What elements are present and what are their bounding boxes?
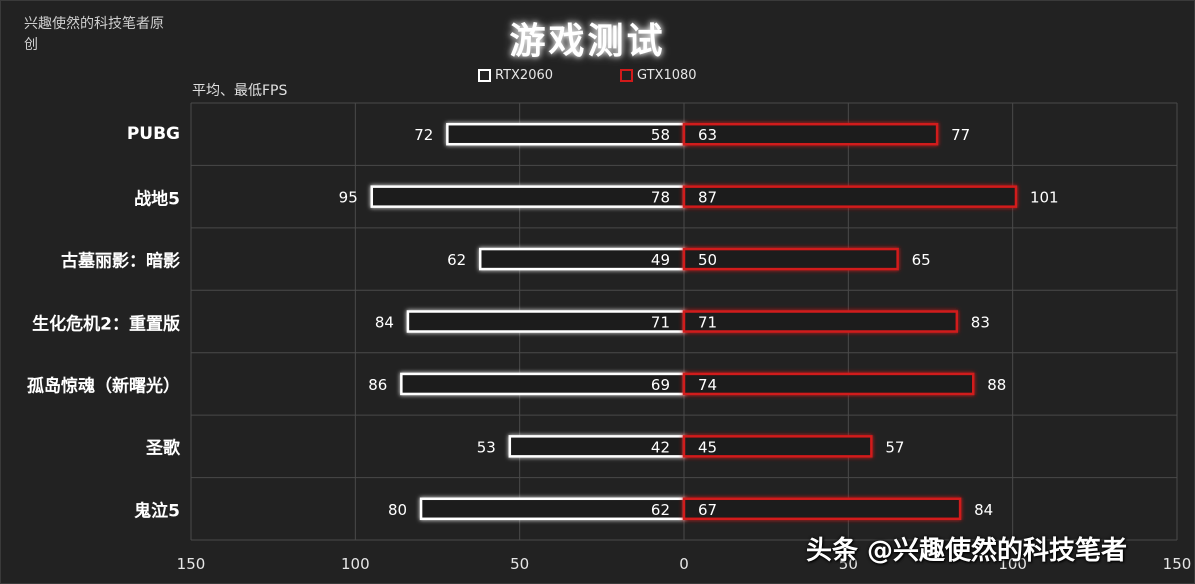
x-tick-label: 150 bbox=[177, 555, 206, 573]
chart-title: 游戏测试 bbox=[509, 20, 666, 62]
data-label-rtx2060-avg: 95 bbox=[339, 189, 358, 207]
data-label-rtx2060-min: 69 bbox=[651, 376, 670, 394]
x-tick-label: 150 bbox=[1163, 555, 1192, 573]
data-label-gtx1080-avg: 57 bbox=[885, 438, 904, 456]
category-label: 战地5 bbox=[134, 189, 180, 210]
data-label-gtx1080-avg: 101 bbox=[1030, 189, 1059, 207]
bar-rtx2060 bbox=[370, 185, 686, 208]
data-label-rtx2060-avg: 62 bbox=[447, 251, 466, 269]
data-label-gtx1080-min: 71 bbox=[698, 314, 717, 332]
data-label-rtx2060-min: 49 bbox=[651, 251, 670, 269]
legend-item-gtx1080: GTX1080 bbox=[620, 68, 697, 83]
data-label-gtx1080-avg: 88 bbox=[987, 376, 1006, 394]
legend-swatch-rtx2060 bbox=[478, 69, 491, 82]
bar-gtx1080 bbox=[682, 435, 873, 458]
data-label-gtx1080-min: 67 bbox=[698, 501, 717, 519]
data-label-gtx1080-avg: 65 bbox=[912, 251, 931, 269]
data-label-rtx2060-min: 62 bbox=[651, 501, 670, 519]
bar-gtx1080 bbox=[682, 372, 975, 396]
x-tick-label: 50 bbox=[510, 555, 529, 573]
data-label-gtx1080-min: 50 bbox=[698, 251, 717, 269]
data-label-rtx2060-avg: 53 bbox=[477, 438, 496, 456]
category-label: PUBG bbox=[126, 124, 180, 145]
category-label: 古墓丽影：暗影 bbox=[61, 251, 180, 272]
bar-rtx2060 bbox=[406, 310, 686, 333]
data-label-rtx2060-avg: 80 bbox=[388, 501, 407, 519]
legend-label-rtx2060: RTX2060 bbox=[495, 68, 554, 83]
legend-label-gtx1080: GTX1080 bbox=[637, 68, 697, 83]
bar-gtx1080 bbox=[682, 247, 899, 271]
data-label-gtx1080-min: 63 bbox=[698, 126, 717, 144]
data-label-rtx2060-min: 78 bbox=[651, 189, 670, 207]
bar-gtx1080 bbox=[682, 122, 939, 146]
data-label-rtx2060-avg: 84 bbox=[375, 314, 394, 332]
bar-rtx2060 bbox=[400, 372, 686, 396]
data-label-gtx1080-avg: 84 bbox=[974, 501, 993, 519]
data-label-rtx2060-min: 71 bbox=[651, 314, 670, 332]
legend-swatch-gtx1080 bbox=[620, 69, 633, 82]
data-label-gtx1080-min: 87 bbox=[698, 189, 717, 207]
watermark: 头条 @兴趣使然的科技笔者 bbox=[806, 536, 1128, 566]
category-label: 孤岛惊魂（新曙光） bbox=[27, 376, 180, 397]
legend-item-rtx2060: RTX2060 bbox=[478, 68, 553, 83]
category-label: 鬼泣5 bbox=[134, 501, 180, 522]
corner-credit: 兴趣使然的科技笔者原创 bbox=[24, 16, 164, 53]
data-label-rtx2060-min: 58 bbox=[651, 126, 670, 144]
bar-rtx2060 bbox=[419, 497, 686, 521]
data-label-gtx1080-min: 45 bbox=[698, 438, 717, 456]
x-tick-label: 100 bbox=[998, 555, 1027, 573]
bar-rtx2060 bbox=[446, 122, 686, 146]
bar-gtx1080 bbox=[682, 185, 1018, 208]
data-label-gtx1080-min: 74 bbox=[698, 376, 717, 394]
data-label-gtx1080-avg: 77 bbox=[951, 126, 970, 144]
bar-gtx1080 bbox=[682, 497, 962, 521]
bar-gtx1080 bbox=[682, 310, 959, 333]
data-label-rtx2060-min: 42 bbox=[651, 438, 670, 456]
x-tick-label: 100 bbox=[341, 555, 370, 573]
data-label-gtx1080-avg: 83 bbox=[971, 314, 990, 332]
data-label-rtx2060-avg: 72 bbox=[414, 126, 433, 144]
category-label: 圣歌 bbox=[146, 438, 180, 459]
x-tick-label: 50 bbox=[839, 555, 858, 573]
data-label-rtx2060-avg: 86 bbox=[368, 376, 387, 394]
x-tick-label: 0 bbox=[679, 555, 689, 573]
axis-subtitle: 平均、最低FPS bbox=[192, 83, 288, 99]
category-label: 生化危机2：重置版 bbox=[32, 314, 180, 334]
